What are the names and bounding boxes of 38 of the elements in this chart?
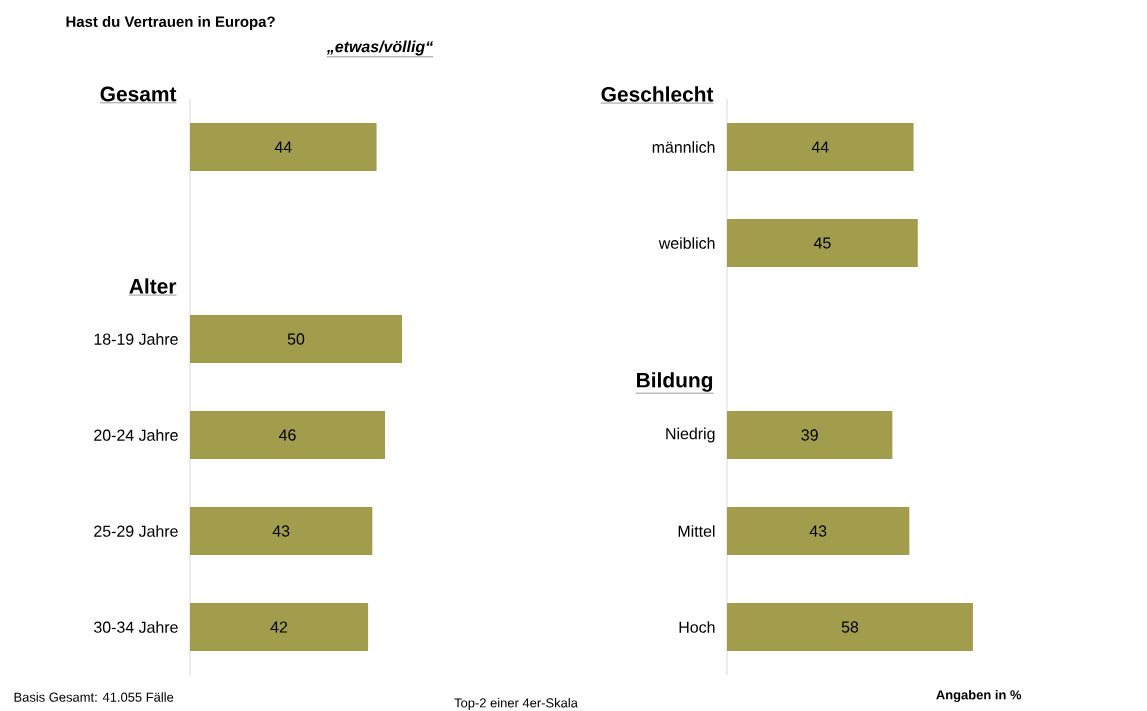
- y-tick-label: 30-34 Jahre: [94, 621, 178, 633]
- y-tick-label: männlich: [652, 141, 715, 153]
- chart-title: Hast du Vertrauen in Europa?: [66, 16, 275, 30]
- bar: [727, 603, 973, 652]
- y-tick-label: Hoch: [679, 621, 715, 633]
- data-label: 46: [279, 429, 296, 441]
- bar: [727, 123, 914, 171]
- data-label: 58: [841, 621, 859, 633]
- bar: [190, 315, 402, 363]
- text: Top-2 einer 4er-Skala: [454, 697, 578, 711]
- bar: [190, 507, 373, 556]
- data-label: 42: [270, 621, 288, 633]
- y-tick-label: weiblich: [658, 237, 715, 249]
- bar: [727, 507, 910, 556]
- text: Bildung: [637, 372, 713, 392]
- y-tick-label: Niedrig: [666, 427, 715, 443]
- text: Gesamt: [100, 86, 177, 102]
- chart-subtitle: „etwas/völlig“: [326, 40, 434, 56]
- y-tick-label: 20-24 Jahre: [94, 429, 178, 441]
- data-label: 44: [811, 141, 829, 153]
- bar: [190, 603, 369, 652]
- data-label: 44: [274, 141, 292, 153]
- bar: [190, 123, 377, 171]
- data-label: 50: [287, 333, 305, 345]
- text: Angaben in %: [936, 689, 1022, 703]
- y-tick-label: 18-19 Jahre: [94, 333, 178, 345]
- data-label: 43: [809, 525, 827, 537]
- text: Basis Gesamt: 41.055 Fälle: [14, 692, 174, 702]
- data-label: 45: [813, 237, 831, 249]
- bar: [190, 411, 386, 460]
- text: Geschlecht: [601, 86, 714, 102]
- bar: [727, 219, 918, 267]
- y-tick-label: Mittel: [678, 525, 715, 537]
- data-label: 43: [272, 525, 290, 537]
- data-label: 39: [801, 429, 818, 441]
- text: Alter: [129, 278, 177, 294]
- bar: [727, 411, 893, 460]
- y-tick-label: 25-29 Jahre: [94, 525, 178, 537]
